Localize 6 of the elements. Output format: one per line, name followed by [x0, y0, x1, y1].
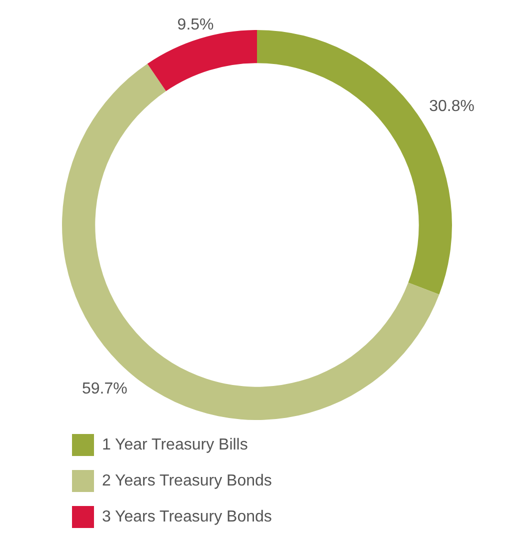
legend-label: 1 Year Treasury Bills [102, 436, 248, 454]
data-label: 30.8% [429, 98, 474, 115]
legend-label: 2 Years Treasury Bonds [102, 472, 272, 490]
legend-label: 3 Years Treasury Bonds [102, 508, 272, 526]
data-label: 9.5% [177, 16, 214, 34]
data-label: 59.7% [82, 380, 128, 398]
